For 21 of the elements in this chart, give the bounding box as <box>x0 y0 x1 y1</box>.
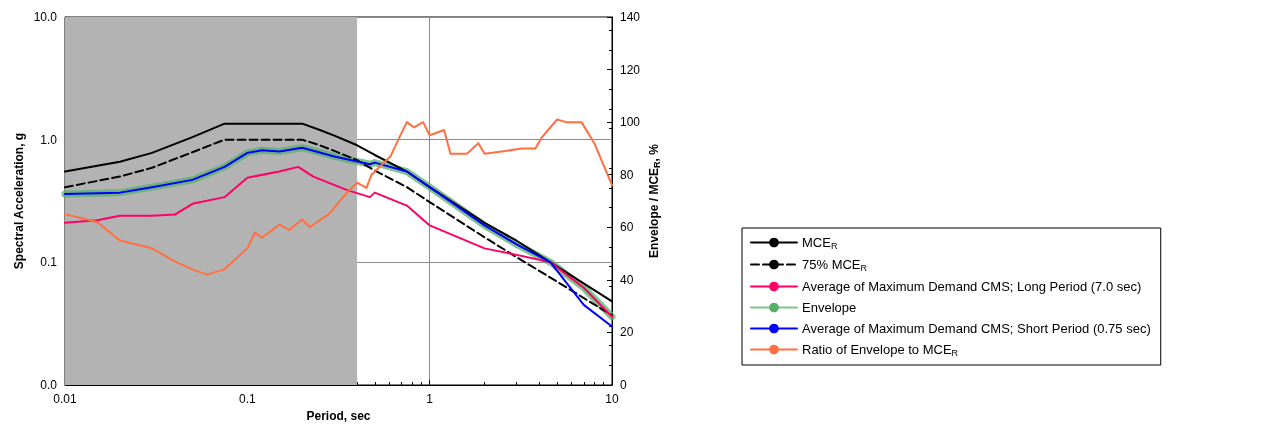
x-tick-label: 0.1 <box>238 392 256 406</box>
y-axis-title: Spectral Acceleration, g <box>12 132 26 270</box>
y2-tick-label: 20 <box>620 325 634 340</box>
x-tick-label: 10 <box>605 392 619 406</box>
y2-tick-label: 0 <box>620 378 627 392</box>
y2-tick-label: 60 <box>620 220 634 235</box>
y2-tick-label: 100 <box>620 115 641 130</box>
y-tick-label: 0.1 <box>40 255 58 270</box>
y-tick-label: 1.0 <box>40 132 58 147</box>
y2-tick-label: 80 <box>620 167 634 182</box>
legend-label: Average of Maximum Demand CMS; Long Period (7.0 sec) <box>802 279 1142 294</box>
legend-label: Envelope <box>802 300 857 315</box>
y-tick-label: 10.0 <box>33 10 58 24</box>
y2-tick-label: 120 <box>620 62 641 77</box>
legend-label: Average of Maximum Demand CMS; Short Period (0.75 sec) <box>802 321 1151 336</box>
y2-tick-label: 40 <box>620 272 634 287</box>
x-axis-title: Period, sec <box>306 408 371 423</box>
x-tick-label: 1 <box>426 392 434 406</box>
y-tick-label: 0.0 <box>40 378 58 392</box>
x-tick-label: 0.01 <box>53 392 77 406</box>
y2-tick-label: 140 <box>620 10 641 24</box>
